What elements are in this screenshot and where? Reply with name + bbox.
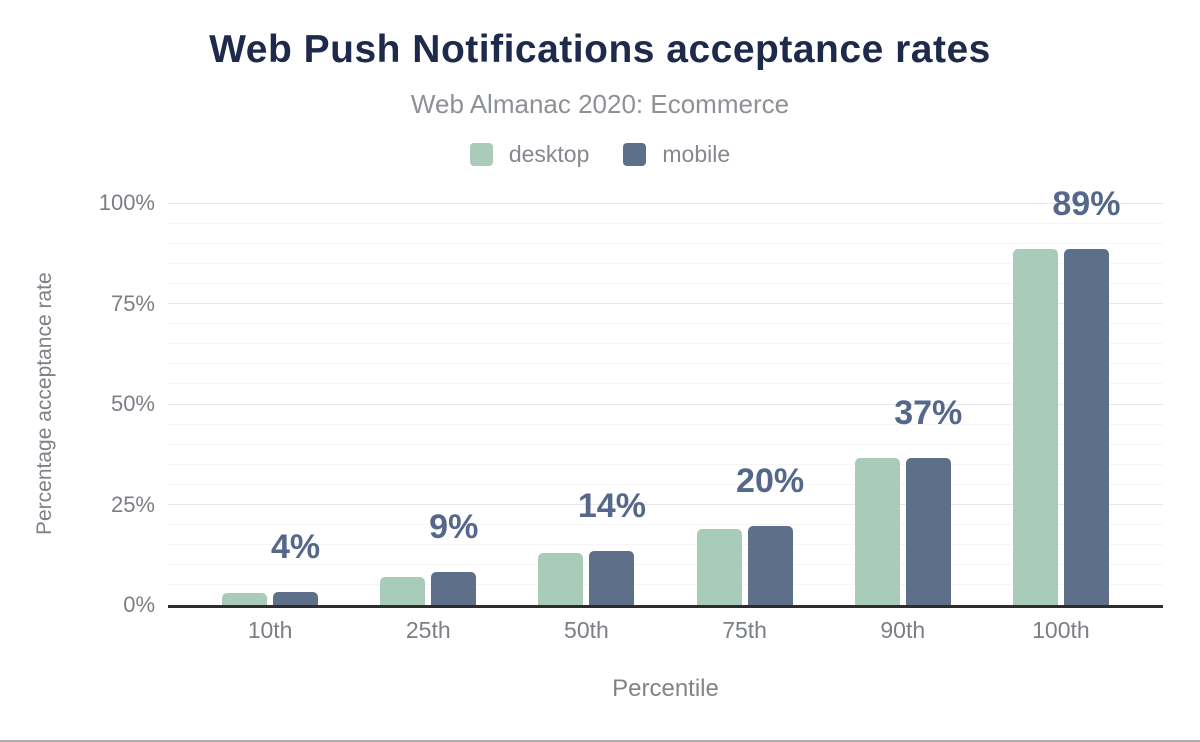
bar-group-10th [191,203,349,605]
legend-swatch-mobile [623,143,647,166]
minor-gridline-40 [168,443,1163,445]
minor-gridline-10 [168,564,1163,566]
bar-desktop-100th[interactable] [1012,249,1058,605]
bar-group-25th [349,203,507,605]
x-tick-50th: 50th [564,617,609,643]
bar-mobile-75th[interactable] [747,525,793,605]
legend: desktop mobile [0,141,1200,168]
minor-gridline-85 [168,262,1163,264]
x-axis-baseline [168,605,1163,608]
major-gridline-75 [168,303,1163,304]
y-tick-25%: 25% [110,491,155,517]
bar-desktop-75th[interactable] [696,528,742,605]
major-gridline-25 [168,504,1163,505]
x-tick-90th: 90th [880,617,926,643]
legend-label-mobile: mobile [662,141,731,167]
minor-gridline-90 [168,242,1163,244]
minor-gridline-45 [168,423,1163,425]
minor-gridline-5 [168,584,1163,586]
chart-title: Web Push Notifications acceptance rates [209,28,991,71]
bar-mobile-25th[interactable] [431,571,477,605]
bar-mobile-50th[interactable] [589,551,635,605]
chart-subtitle: Web Almanac 2020: Ecommerce [410,89,790,119]
x-axis-title: Percentile [612,675,719,702]
legend-item-mobile[interactable]: mobile [623,141,730,168]
bar-mobile-90th[interactable] [905,458,951,605]
footer-divider [0,740,1200,742]
plot-area: Percentile 0% 25% 50% 75% 100% 4% 10th 9% 25th 14… [99,187,1163,702]
bar-desktop-10th[interactable] [222,592,268,605]
minor-gridline-70 [168,323,1163,325]
x-tick-100th: 100th [1032,617,1090,643]
bar-desktop-90th[interactable] [854,458,900,605]
y-tick-50%: 50% [110,391,155,416]
y-tick-0%: 0% [123,592,155,617]
minor-gridline-60 [168,363,1163,365]
minor-gridline-15 [168,544,1163,546]
y-tick-75%: 75% [110,290,155,316]
bar-mobile-10th[interactable] [273,591,319,605]
x-tick-10th: 10th [247,617,293,643]
legend-swatch-desktop [469,143,493,166]
minor-gridline-35 [168,463,1163,465]
bar-value-label-100th: 89% [1052,185,1121,224]
bar-desktop-50th[interactable] [538,552,584,605]
minor-gridline-55 [168,383,1163,385]
bar-group-50th [507,203,665,605]
bar-group-75th [666,203,824,605]
x-tick-25th: 25th [405,617,451,643]
major-gridline-100 [168,202,1163,204]
bar-desktop-25th[interactable] [380,576,426,605]
x-tick-75th: 75th [722,617,767,643]
bar-mobile-100th[interactable] [1063,249,1109,605]
legend-label-desktop: desktop [508,141,590,167]
bar-value-label-50th: 14% [577,487,646,526]
minor-gridline-30 [168,483,1163,485]
bar-value-label-90th: 37% [894,394,963,433]
bar-value-label-25th: 9% [429,507,479,546]
bar-value-label-75th: 20% [736,461,805,500]
minor-gridline-80 [168,282,1163,284]
minor-gridline-65 [168,343,1163,345]
minor-gridline-95 [168,222,1163,224]
major-gridline-50 [168,403,1163,405]
bar-group-90th [824,203,982,605]
y-tick-100%: 100% [98,190,155,215]
bar-value-label-10th: 4% [271,527,321,566]
minor-gridline-20 [168,524,1163,526]
legend-item-desktop[interactable]: desktop [469,141,590,168]
bar-group-100th [982,203,1140,605]
